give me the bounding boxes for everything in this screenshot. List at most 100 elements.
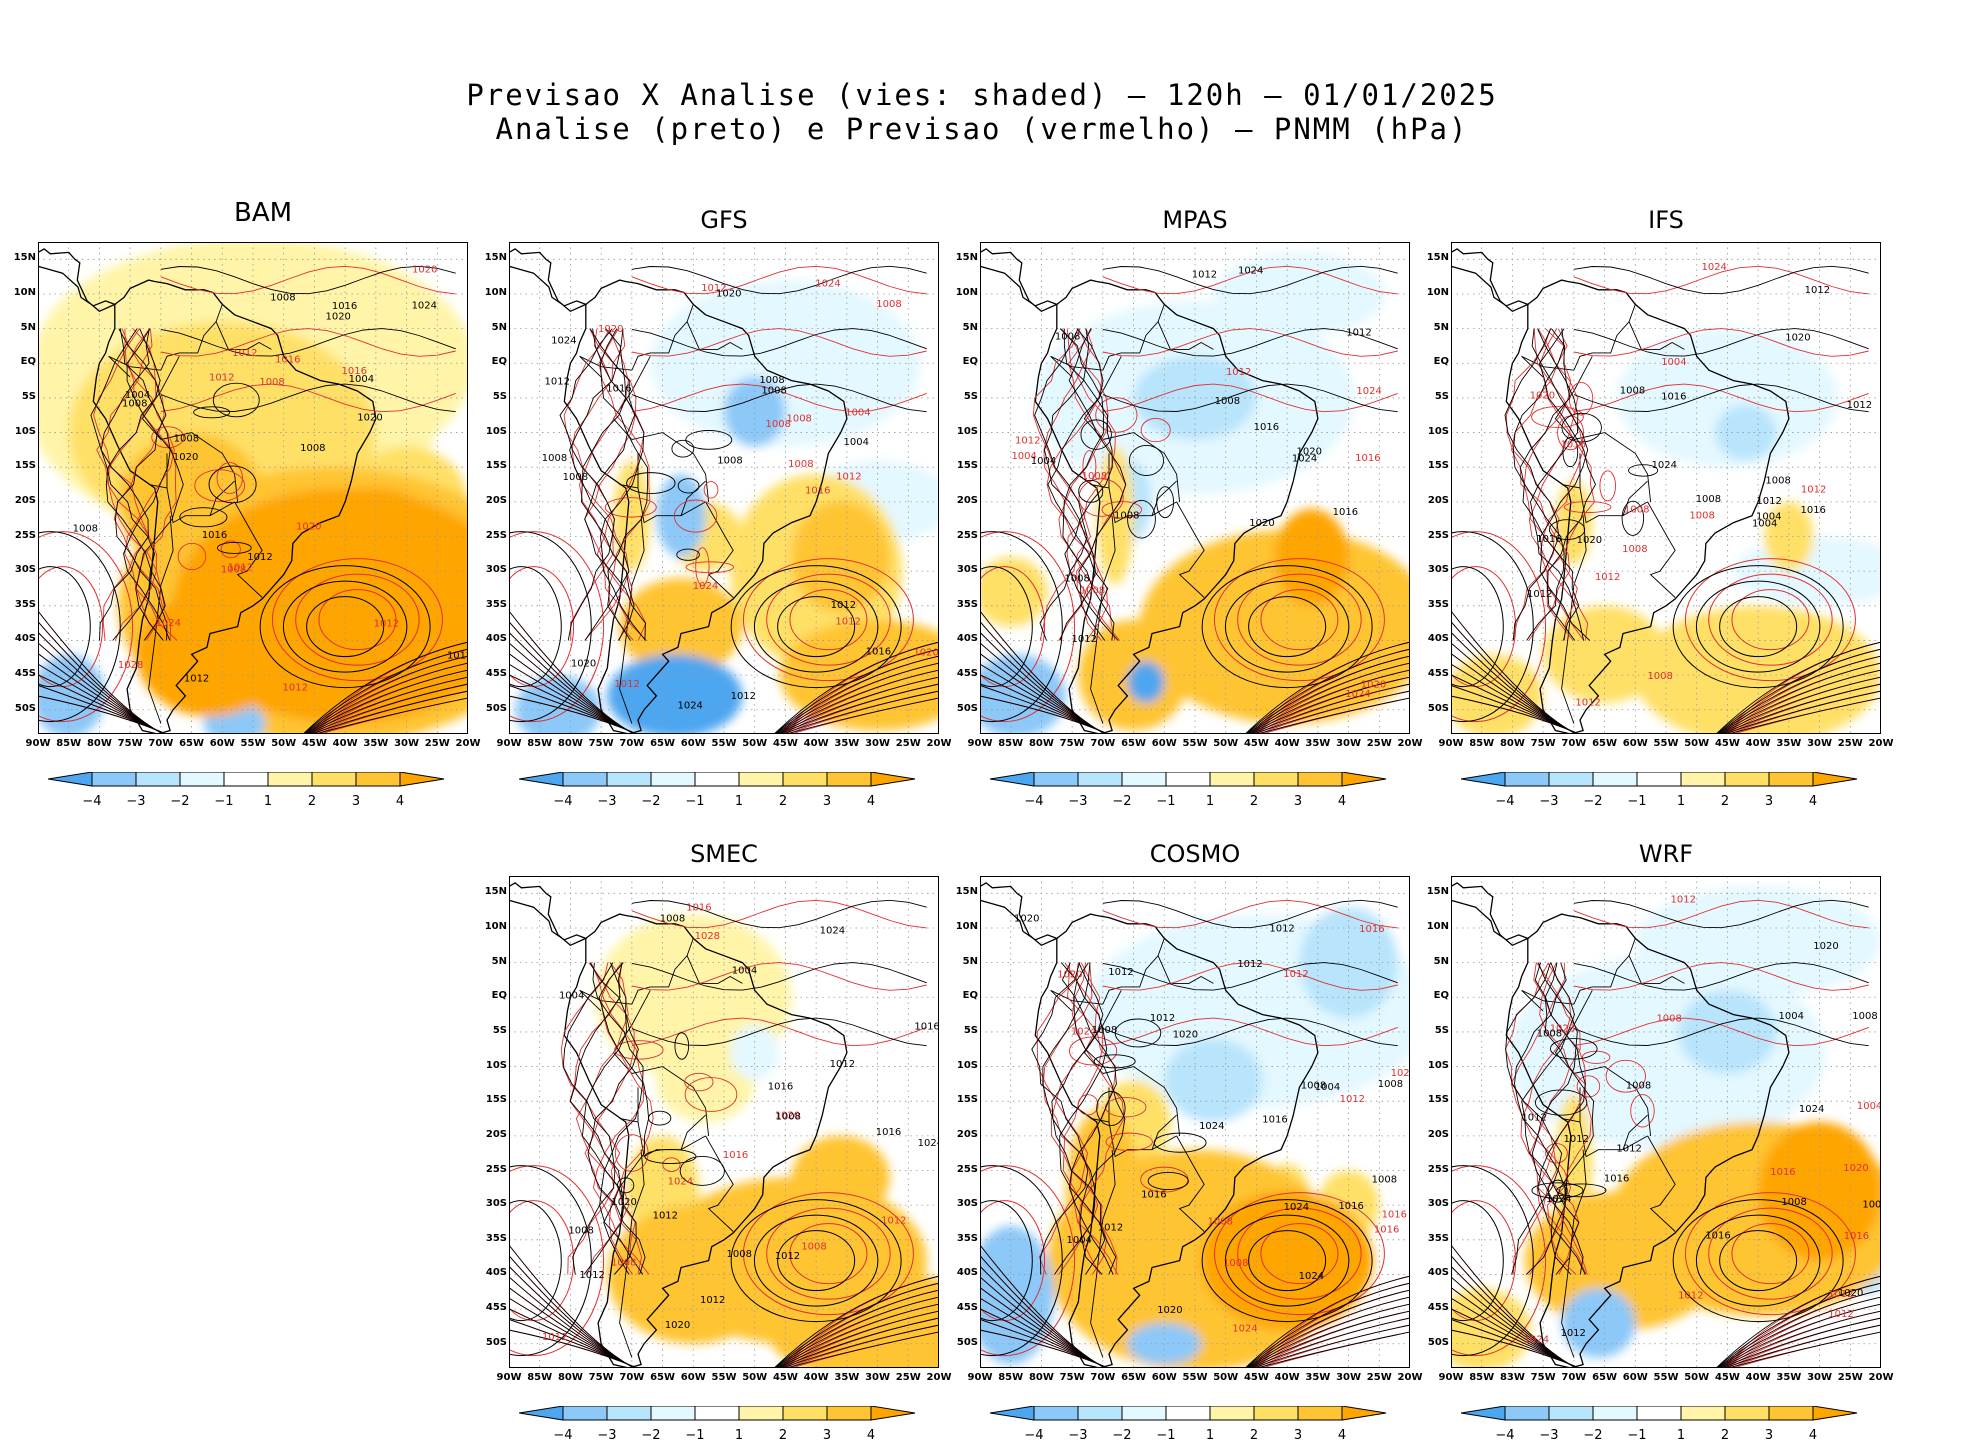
lat-tick-label: EQ [491, 990, 507, 1002]
lon-tick-label: 75W [117, 738, 143, 749]
lon-tick-label: 25W [1837, 738, 1863, 749]
lon-tick-label: 90W [25, 738, 51, 749]
colorbar [1461, 772, 1858, 787]
lon-tick-label: 30W [1807, 738, 1833, 749]
analysis-isobars [510, 899, 938, 1367]
bias-region [301, 487, 450, 627]
map-ifs: 1012 1008 1012 1008 1004 1008 1016 1020 1024 1012… [1451, 242, 1881, 734]
colorbar [519, 1406, 916, 1421]
lat-tick-label: 15S [1427, 460, 1449, 472]
isobar-label: 1012 [1149, 1012, 1174, 1023]
lat-tick-label: 50S [1427, 1336, 1449, 1348]
lon-tick-label: 30W [865, 738, 891, 749]
isobar-label: 1012 [652, 1210, 677, 1221]
panel-mpas: MPAS 1012 1008 1004 1012 1016 1024 1020 1008 1024… [956, 206, 1423, 809]
figure-title: Previsao X Analise (vies: shaded) – 120h… [466, 78, 1498, 112]
lon-tick-label: 70W [1561, 1372, 1587, 1383]
bias-region [1126, 660, 1164, 703]
isobar-label: 1012 [183, 673, 208, 684]
isobar-label: 1008 [876, 298, 901, 309]
isobar-label: 1012 [829, 1059, 854, 1070]
isobar-label: 1012 [1014, 435, 1039, 446]
colorbar-segment [1680, 1406, 1726, 1421]
lat-tick-label: 25S [956, 1163, 978, 1175]
lat-tick-label: 40S [485, 1267, 507, 1279]
isobar-label: 1012 [1594, 571, 1619, 582]
isobar-label: 1012 [1670, 894, 1695, 905]
isobar-label: 1004 [845, 407, 870, 418]
country-border [147, 515, 174, 724]
isobar-label: 1004 [843, 437, 868, 448]
isobar-label: 1020 [913, 647, 938, 658]
lat-tick-label: 50S [956, 702, 978, 714]
colorbar-segment [826, 772, 872, 787]
isobar-label: 1016 [1381, 1209, 1406, 1220]
lat-tick-label: 5S [963, 390, 978, 402]
isobar-label: 1016 [274, 354, 299, 365]
colorbar-segment [1812, 772, 1858, 787]
lat-tick-label: 5N [962, 955, 978, 967]
lat-tick-label: 15N [13, 252, 36, 264]
lon-tick-label: 80W [557, 1372, 583, 1383]
colorbar-label: 2 [778, 794, 788, 809]
coastline [1452, 881, 1790, 1367]
lon-tick-label: 80W [1499, 738, 1525, 749]
coastline [1452, 247, 1790, 733]
lon-tick-label: 85W [56, 738, 82, 749]
isobar-label: 1016 [1843, 1230, 1868, 1241]
colorbar-label: 3 [351, 794, 361, 809]
colorbar-segment [1253, 772, 1299, 787]
lat-tick-label: 35S [956, 1232, 978, 1244]
colorbar-segment [519, 1406, 564, 1421]
lon-tick-label: 45W [772, 1372, 798, 1383]
isobar-label: 1012 [1071, 633, 1096, 644]
lat-tick-label: 25S [956, 529, 978, 541]
lat-tick-label: 15S [485, 460, 507, 472]
country-border [1646, 1135, 1676, 1232]
lat-tick-label: 40S [14, 633, 36, 645]
lat-tick-label: 15N [955, 886, 978, 898]
colorbar [990, 1406, 1387, 1421]
isobar-label: 1008 [1377, 1078, 1402, 1089]
colorbar-label: 4 [1808, 794, 1818, 809]
country-border [1083, 989, 1122, 1074]
lat-tick-label: 35S [956, 598, 978, 610]
lat-tick-label: 10N [1426, 286, 1449, 298]
isobar-label: 1008 [1695, 494, 1720, 505]
analysis-isobars [1452, 899, 1880, 1367]
country-border [619, 1086, 638, 1123]
isobar-label: 1008 [1114, 510, 1139, 521]
lon-tick-label: 35W [1305, 738, 1331, 749]
lon-tick-label: 75W [588, 1372, 614, 1383]
country-border [631, 1065, 709, 1136]
country-border [618, 1149, 645, 1358]
lon-tick-label: 90W [496, 738, 522, 749]
lat-tick-label: 5S [1434, 1024, 1449, 1036]
isobar-label: 1020 [570, 658, 595, 669]
country-border [1628, 321, 1685, 350]
isobar-label: 1020 [1837, 1288, 1862, 1299]
lon-tick-label: 55W [1182, 738, 1208, 749]
isobar-label: 1024 [1283, 1202, 1308, 1213]
coastline [981, 881, 1319, 1367]
panel-gfs: GFS 1012 1008 1012 1012 1008 1004 1008 1016 1020 1… [485, 206, 952, 809]
isobar-label: 1012 [774, 1250, 799, 1261]
lon-tick-label: 70W [1561, 738, 1587, 749]
isobar-label: 1020 [1529, 390, 1554, 401]
lon-tick-label: 50W [1213, 738, 1239, 749]
map-svg-gfs: 1012 1008 1012 1012 1008 1004 1008 1016 1020 1024… [510, 243, 938, 733]
lon-tick-label: 45W [1243, 738, 1269, 749]
isobar-label: 1008 [1536, 1028, 1561, 1039]
colorbar-segment [1461, 772, 1506, 787]
lat-tick-label: 15N [1426, 252, 1449, 264]
isobar-label: 1024 [1298, 1271, 1323, 1282]
lat-tick-label: 25S [1427, 1163, 1449, 1175]
colorbar-segment [782, 1406, 828, 1421]
lat-tick-label: EQ [1433, 990, 1449, 1002]
lat-tick-label: 10S [956, 1059, 978, 1071]
isobar-label: 1016 [1661, 391, 1686, 402]
analysis-isobars [39, 265, 467, 733]
colorbar [1461, 1406, 1858, 1421]
isobar-label: 1008 [788, 458, 813, 469]
isobar-label: 1012 [1756, 495, 1781, 506]
